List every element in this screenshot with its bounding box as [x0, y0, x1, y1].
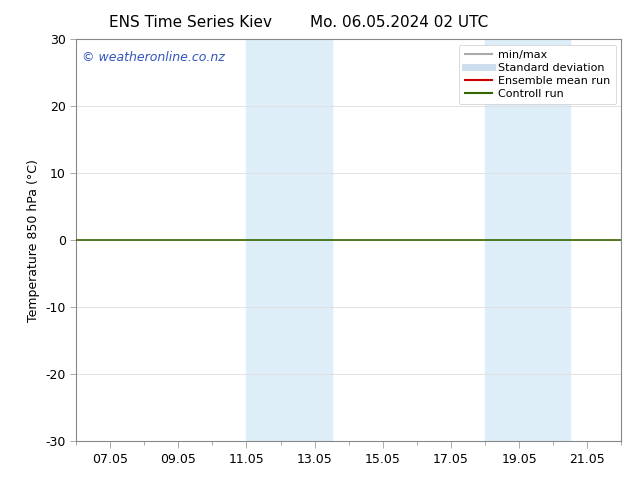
Y-axis label: Temperature 850 hPa (°C): Temperature 850 hPa (°C) — [27, 159, 40, 321]
Text: © weatheronline.co.nz: © weatheronline.co.nz — [82, 51, 224, 64]
Legend: min/max, Standard deviation, Ensemble mean run, Controll run: min/max, Standard deviation, Ensemble me… — [459, 45, 616, 104]
Bar — [485, 39, 519, 441]
Bar — [519, 39, 570, 441]
Bar — [280, 39, 332, 441]
Text: Mo. 06.05.2024 02 UTC: Mo. 06.05.2024 02 UTC — [310, 15, 489, 30]
Text: ENS Time Series Kiev: ENS Time Series Kiev — [108, 15, 272, 30]
Bar — [247, 39, 280, 441]
